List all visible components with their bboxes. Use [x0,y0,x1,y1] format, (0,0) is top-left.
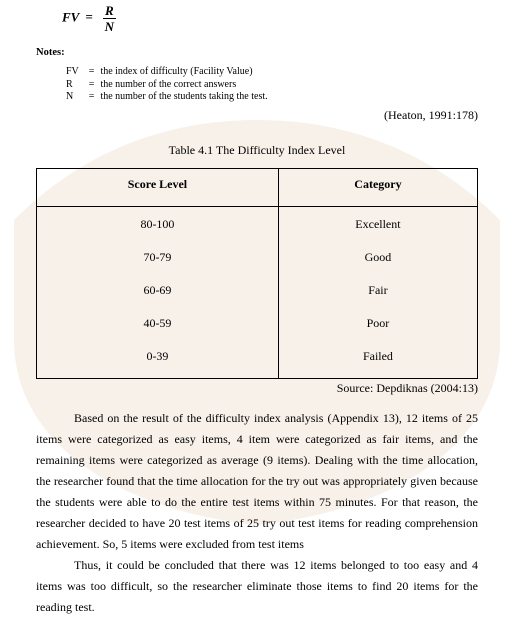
notes-desc: the index of difficulty (Facility Value) [100,66,271,79]
formula-eq: = [85,9,92,24]
notes-symbol: R [66,79,83,92]
formula-lhs: FV [62,9,79,24]
notes-row: N = the number of the students taking th… [66,91,272,104]
table-caption: Table 4.1 The Difficulty Index Level [36,143,478,158]
table-header-score: Score Level [37,168,279,206]
table-cell-categories: Excellent Good Fair Poor Failed [278,206,477,378]
table-source: Source: Depdiknas (2004:13) [36,381,478,396]
notes-row: FV = the index of difficulty (Facility V… [66,66,272,79]
category-value: Fair [279,279,477,312]
table-header-category: Category [278,168,477,206]
notes-eq: = [83,91,101,104]
notes-symbol: N [66,91,83,104]
formula-denominator: N [103,19,116,33]
table-body-row: 80-100 70-79 60-69 40-59 0-39 Excellent … [37,206,478,378]
category-value: Excellent [279,213,477,246]
score-value: 70-79 [37,246,278,279]
category-value: Failed [279,345,477,370]
difficulty-table: Score Level Category 80-100 70-79 60-69 … [36,168,478,379]
formula-numerator: R [103,4,116,19]
table-header-row: Score Level Category [37,168,478,206]
formula-fraction: R N [103,4,116,33]
notes-table: FV = the index of difficulty (Facility V… [66,66,272,104]
notes-desc: the number of the correct answers [100,79,271,92]
category-value: Poor [279,312,477,345]
score-value: 40-59 [37,312,278,345]
notes-eq: = [83,66,101,79]
body-paragraph-2: Thus, it could be concluded that there w… [36,555,478,618]
citation: (Heaton, 1991:178) [36,108,478,123]
formula: FV = R N [62,4,478,33]
notes-symbol: FV [66,66,83,79]
notes-desc: the number of the students taking the te… [100,91,271,104]
notes-row: R = the number of the correct answers [66,79,272,92]
score-value: 80-100 [37,213,278,246]
table-cell-scores: 80-100 70-79 60-69 40-59 0-39 [37,206,279,378]
score-value: 60-69 [37,279,278,312]
body-paragraph-1: Based on the result of the difficulty in… [36,408,478,555]
notes-eq: = [83,79,101,92]
category-value: Good [279,246,477,279]
score-value: 0-39 [37,345,278,370]
notes-heading: Notes: [36,47,478,58]
